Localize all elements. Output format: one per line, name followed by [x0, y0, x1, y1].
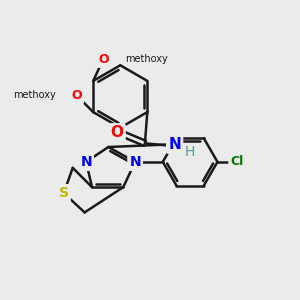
Text: N: N: [129, 155, 141, 169]
Text: S: S: [59, 186, 69, 200]
Text: H: H: [185, 145, 195, 159]
Text: O: O: [110, 125, 124, 140]
Text: N: N: [80, 155, 92, 169]
Text: O: O: [98, 53, 109, 66]
Text: N: N: [168, 137, 181, 152]
Text: methoxy: methoxy: [13, 90, 56, 100]
Text: O: O: [72, 89, 82, 102]
Text: methoxy: methoxy: [13, 89, 56, 99]
Text: methoxy: methoxy: [125, 54, 168, 64]
Text: Cl: Cl: [230, 155, 243, 168]
Text: methoxy: methoxy: [124, 53, 167, 63]
